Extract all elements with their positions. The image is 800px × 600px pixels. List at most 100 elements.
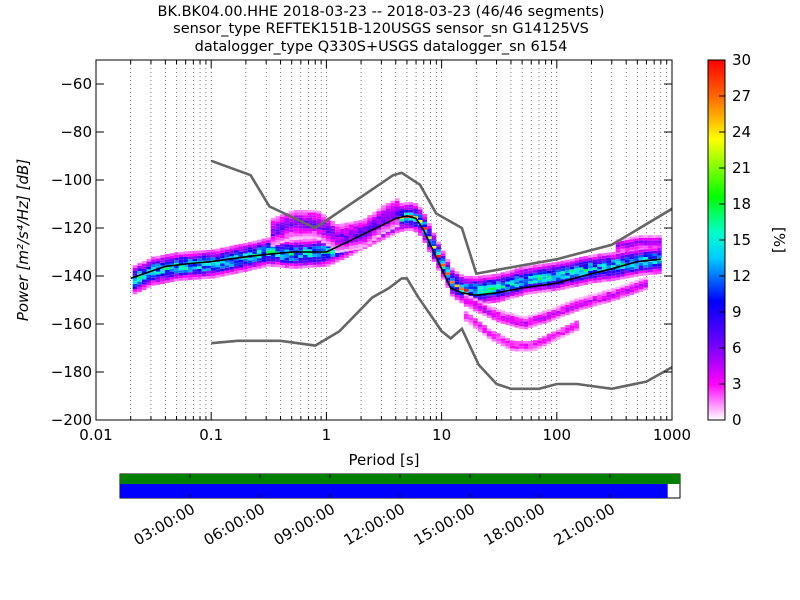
density-cell [431,256,437,260]
density-cell [634,271,639,275]
density-cell [546,317,552,320]
density-cell [206,270,211,274]
density-cell [164,267,170,270]
density-cell [344,252,349,256]
density-cell [132,286,138,290]
density-cell [316,248,322,252]
density-cell [569,261,575,265]
density-cell [486,312,492,316]
density-cell [293,260,299,264]
density-cell [399,203,405,206]
density-cell [588,273,593,277]
density-cell [500,280,506,283]
density-cell [362,234,368,237]
density-cell [523,266,529,269]
density-cell [537,314,543,318]
density-cell [509,280,515,283]
density-cell [256,242,262,245]
density-cell [440,258,446,262]
density-cell [496,309,501,312]
density-cell [183,264,188,268]
density-cell [634,263,639,267]
density-cell [454,279,460,282]
density-cell [532,267,538,271]
density-cell [381,226,386,229]
density-cell [652,269,658,272]
density-cell [344,243,349,247]
density-cell [422,221,428,225]
density-cell [298,209,303,213]
density-cell [450,278,455,281]
density-cell [638,254,644,258]
density-cell [321,264,326,267]
density-cell [445,274,451,278]
density-cell [256,260,262,264]
density-cell [638,283,644,287]
density-cell [321,232,326,236]
density-cell [519,290,524,294]
density-cell [371,219,377,223]
density-cell [325,233,331,236]
timeline-tick-label: 06:00:00 [201,500,268,549]
density-cell [523,292,529,296]
density-cell [344,230,349,234]
density-cell [399,229,405,233]
density-cell [505,281,510,285]
density-cell [592,269,598,273]
density-cell [132,265,138,268]
density-cell [146,269,152,272]
density-cell [592,262,598,265]
density-cell [542,263,547,267]
density-cell [261,246,267,250]
density-cell [201,250,207,253]
density-cell [160,254,165,258]
density-cell [496,286,501,290]
density-cell [468,301,474,304]
density-cell [440,253,446,256]
density-cell [132,267,138,271]
density-cell [624,252,630,255]
density-cell [390,208,395,212]
density-cell [367,228,372,231]
density-cell [307,257,313,260]
density-cell [620,260,625,264]
density-cell [422,227,428,230]
density-cell [298,231,303,234]
density-cell [197,250,202,254]
density-cell [528,270,533,274]
density-cell [601,260,607,264]
density-cell [169,261,175,264]
density-cell [289,213,294,217]
colorbar-tick-label: 3 [732,375,742,393]
density-cell [505,319,510,323]
density-cell [298,239,303,243]
density-cell [431,235,437,239]
timeline-tick-label: 15:00:00 [411,500,478,549]
density-cell [505,294,510,298]
density-cell [238,251,244,255]
density-cell [652,245,658,249]
density-cell [284,223,290,226]
density-cell [615,244,621,248]
density-cell [629,244,635,248]
density-cell [615,286,621,290]
density-cell [233,271,239,274]
density-cell [624,267,630,271]
density-cell [201,255,207,259]
density-cell [496,281,501,285]
density-cell [647,237,653,241]
density-cell [629,272,635,275]
density-cell [335,251,340,255]
density-cell [169,271,175,275]
density-cell [256,244,262,248]
density-cell [431,238,437,241]
density-cell [486,307,492,311]
density-cell [358,222,363,226]
density-cell [298,228,303,231]
density-cell [569,272,575,275]
density-cell [279,244,285,247]
density-cell [293,252,299,256]
density-cell [243,258,248,262]
density-cell [597,264,602,267]
density-cell [652,237,658,241]
